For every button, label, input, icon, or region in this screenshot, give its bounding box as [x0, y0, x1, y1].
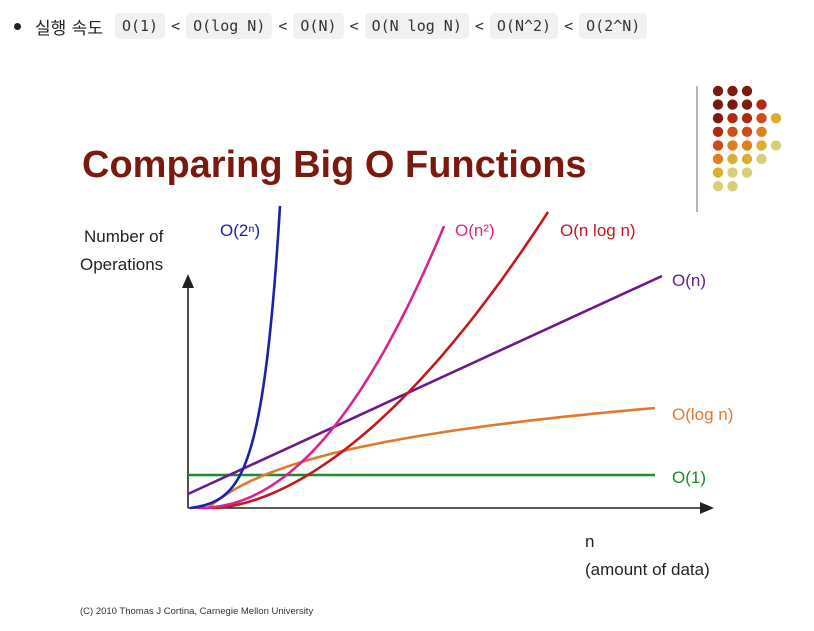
x-axis-label-line2: (amount of data) [585, 560, 710, 579]
less-than-sign: < [171, 17, 181, 35]
series-label: O(n²) [455, 221, 495, 240]
logo-dot [727, 167, 738, 178]
logo-dot [756, 113, 767, 124]
logo-dot [712, 113, 724, 124]
series-label: O(1) [672, 468, 706, 487]
logo-dot [727, 113, 738, 124]
complexity-code: O(log N) [186, 13, 273, 39]
series-line [189, 205, 282, 510]
logo-dot [756, 99, 767, 110]
y-axis-label-line1: Number of [84, 227, 164, 246]
less-than-sign: < [474, 17, 484, 35]
logo-dot [727, 140, 738, 151]
y-axis-label-line2: Operations [80, 255, 163, 274]
y-axis-arrow [182, 274, 194, 288]
logo-dot [727, 85, 738, 97]
complexity-code: O(1) [114, 13, 166, 39]
less-than-sign: < [349, 17, 359, 35]
series-lines [187, 205, 663, 510]
logo-dot [727, 153, 738, 165]
chart-credit: (C) 2010 Thomas J Cortina, Carnegie Mell… [80, 606, 313, 617]
series-label: O(n) [672, 271, 706, 290]
series-line [197, 225, 446, 510]
complexity-code: O(2^N) [579, 13, 648, 39]
series-label: O(2ⁿ) [220, 221, 260, 240]
cmu-logo [712, 85, 782, 192]
logo-dot [756, 140, 767, 151]
chart-title: Comparing Big O Functions [82, 144, 587, 186]
logo-dot [712, 126, 724, 137]
series-line [207, 406, 656, 510]
logo-dot [727, 181, 738, 192]
logo-dot [770, 113, 782, 124]
logo-dot [741, 113, 753, 124]
logo-dot [741, 167, 753, 178]
logo-dot [741, 153, 753, 165]
x-axis-arrow [700, 502, 714, 514]
logo-dot [741, 126, 753, 137]
logo-dot [712, 167, 724, 178]
logo-dot [727, 126, 738, 137]
x-axis-label-line1: n [585, 532, 594, 551]
series-label: O(n log n) [560, 221, 636, 240]
series-labels: O(1) O(log n) O(n) O(n log n) O(n²) O(2ⁿ) [220, 221, 733, 487]
bullet-dot [14, 22, 21, 30]
speed-label: 실행 속도 [35, 18, 103, 39]
logo-dot [741, 85, 753, 97]
logo-dot [712, 181, 724, 192]
complexity-code: O(N log N) [364, 13, 469, 39]
less-than-sign: < [564, 17, 574, 35]
logo-dot [712, 99, 724, 110]
complexity-order-list: O(1) < O(log N) < O(N) < O(N log N) < O(N^2) < O(2… [114, 13, 648, 39]
series-line [211, 211, 550, 510]
logo-dot [712, 85, 724, 97]
logo-dot [727, 99, 738, 110]
complexity-code: O(N) [293, 13, 344, 39]
complexity-code: O(N^2) [489, 13, 559, 39]
logo-dot [712, 140, 724, 151]
logo-dot [756, 153, 767, 165]
less-than-sign: < [278, 17, 288, 35]
series-label: O(log n) [672, 405, 733, 424]
complexity-order-line: 실행 속도 O(1) < O(log N) < O(N) < O(N log N) < O(N^… [8, 8, 648, 44]
logo-dot [770, 140, 782, 151]
logo-dot [712, 153, 724, 165]
logo-dot [756, 126, 767, 137]
logo-dot [741, 99, 753, 110]
logo-dot [741, 140, 753, 151]
series-line [187, 274, 663, 496]
